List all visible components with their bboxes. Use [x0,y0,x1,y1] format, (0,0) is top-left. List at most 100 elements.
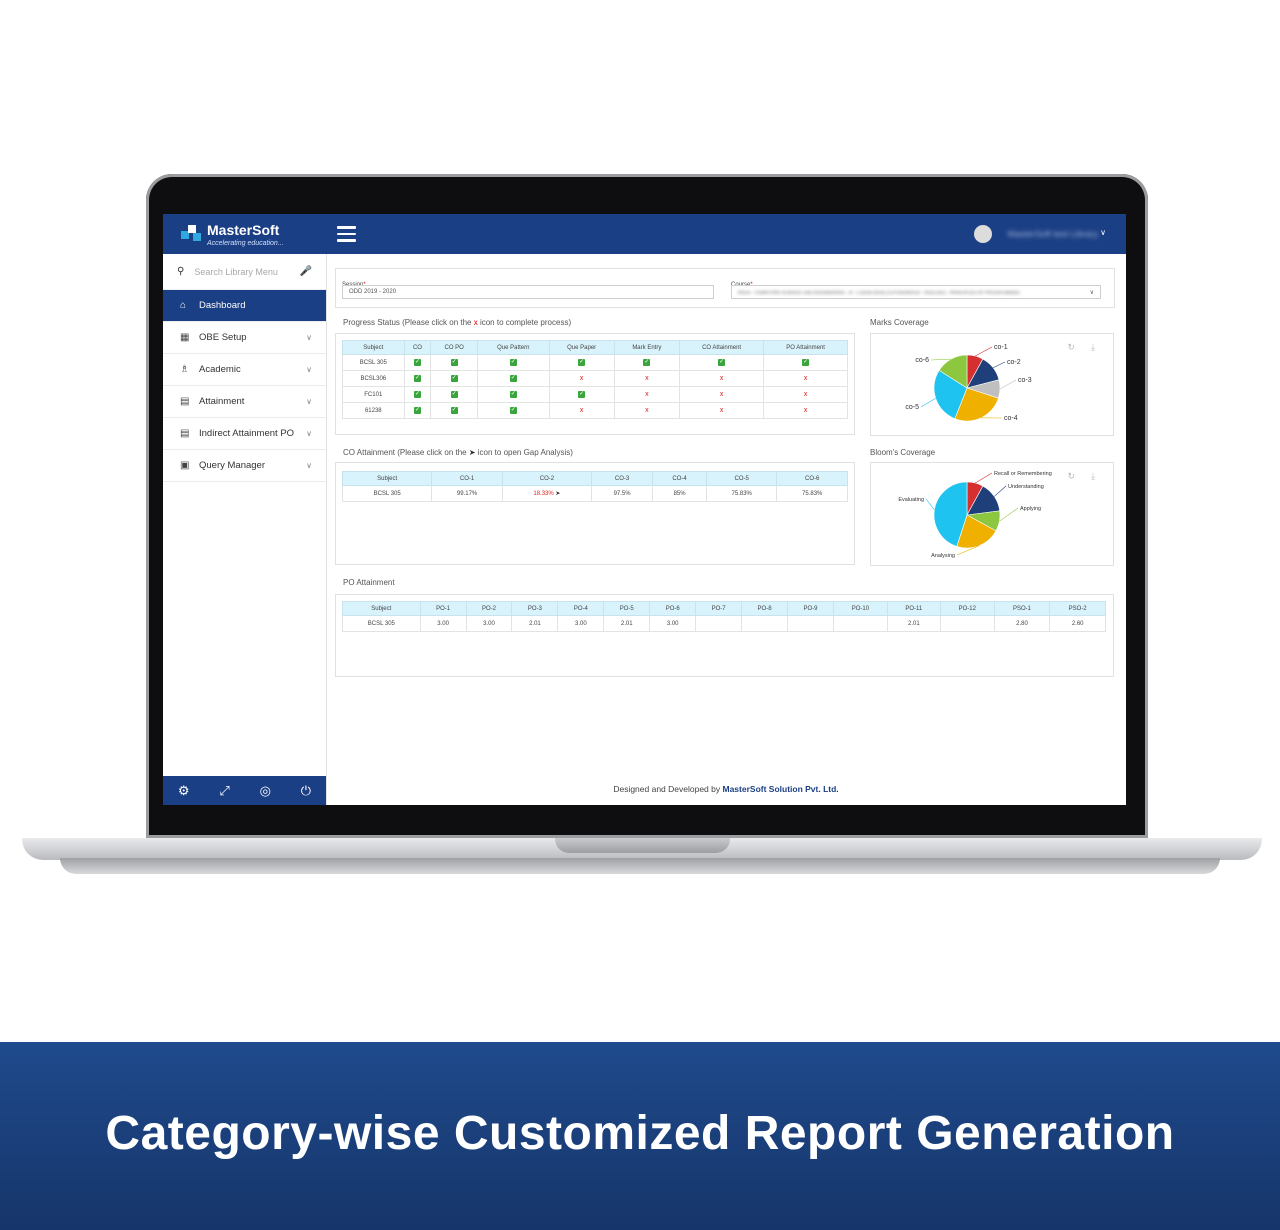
pie-leader-line [975,472,993,484]
cross-icon[interactable]: x [579,375,584,382]
pie-label: co-3 [1018,377,1032,384]
check-icon: ✓ [450,375,458,382]
pie-leader-line [994,485,1007,497]
column-header: Subject [342,340,405,355]
column-header: PO-5 [603,601,651,616]
search-input[interactable]: Search Library Menu [194,266,278,277]
marks-coverage-title: Marks Coverage [870,318,929,327]
course-select[interactable]: BTech - COMPUTER SCIENCE AND ENGINEERING… [731,285,1101,299]
column-header: CO-5 [705,471,778,486]
session-field[interactable]: ODD 2019 - 2020 [342,285,714,299]
cross-icon[interactable]: x [719,407,724,414]
check-icon: ✓ [450,391,458,398]
pie-leader-line [992,361,1006,369]
cross-icon[interactable]: x [645,407,649,414]
column-header: PO-7 [695,601,743,616]
pie-label: Applying [1020,506,1041,512]
column-header: Que Pattern [477,340,550,355]
status-cell[interactable]: x [548,402,615,419]
footer-prefix: Designed and Developed by [613,784,723,794]
refresh-icon[interactable]: ↻ [1067,342,1075,352]
check-icon: ✓ [643,359,651,366]
status-cell[interactable]: x [613,370,680,387]
column-header: CO-6 [776,471,848,486]
sidebar-item-dashboard[interactable]: ⌂ Dashboard [163,290,326,322]
pie-leader-line [975,346,993,357]
hamburger-menu-icon[interactable] [337,226,356,242]
co-attainment-title: CO Attainment (Please click on the ➤ ico… [343,448,573,457]
footer-company-link[interactable]: MasterSoft Solution Pvt. Ltd. [722,784,839,794]
column-header: CO-2 [501,471,592,486]
gear-icon[interactable]: ⚙ [177,782,190,798]
avatar[interactable] [974,225,992,243]
blooms-pie-chart: Recall or Remembering Understanding Applyi… [898,471,1051,559]
cross-icon[interactable]: x [719,391,724,398]
table-row: BCSL 305 99.17% 18.33% ➤ 97.5% 85% 75.83% 75.8… [341,485,848,502]
cross-icon[interactable]: x [579,407,584,414]
column-header: PO-4 [557,601,605,616]
fullscreen-icon[interactable]: ⤢ [219,782,230,798]
pie-label: co-2 [1007,359,1021,366]
sidebar-item-attainment[interactable]: ▤ Attainment ∨ [163,386,326,418]
column-header: CO-4 [652,471,707,486]
progress-title-after: icon to complete process) [477,318,572,327]
pie-slice-co-6[interactable] [938,354,968,389]
status-cell[interactable]: x [613,402,680,419]
status-cell[interactable]: x [613,386,680,403]
sidebar-item-label: Query Manager [199,460,266,471]
status-cell: ✓ [613,354,680,371]
cross-icon[interactable]: x [803,375,808,382]
sidebar-item-query-manager[interactable]: ▣ Query Manager ∨ [163,450,326,482]
column-header: CO-3 [590,471,654,486]
refresh-icon[interactable]: ↻ [1067,471,1075,481]
microphone-icon[interactable]: 🎤 [299,266,312,277]
table-row: 61238 ✓ ✓ ✓ x x x x [342,402,848,419]
column-header: PSO-2 [1049,601,1106,616]
sidebar-item-obe-setup[interactable]: ▦ OBE Setup ∨ [163,322,326,354]
progress-title-x: x [473,318,478,327]
table-row: BCSL 305 ✓ ✓ ✓ ✓ ✓ ✓ ✓ [342,354,848,371]
logo[interactable]: MasterSoft Accelerating education... [163,214,326,254]
course-value: BTech - COMPUTER SCIENCE AND ENGINEERING… [738,289,1020,295]
cross-icon[interactable]: x [645,391,649,398]
column-header: PO Attainment [763,340,848,355]
status-cell[interactable]: x [678,402,765,419]
column-header: PO-12 [939,601,995,616]
grid-icon: ▦ [180,332,190,343]
pie-slice-co-5[interactable] [933,369,968,420]
cross-icon[interactable]: x [803,391,808,398]
check-icon: ✓ [509,407,517,414]
power-icon[interactable]: ⏻ [300,782,312,798]
co-value-cell[interactable]: 18.33% ➤ [501,485,592,502]
chevron-down-icon[interactable]: ∨ [1100,228,1106,237]
download-icon[interactable]: ⤓ [1091,471,1095,481]
sidebar-item-academic[interactable]: ♗ Academic ∨ [163,354,326,386]
cross-icon[interactable]: x [719,375,724,382]
status-cell[interactable]: x [548,370,615,387]
cross-icon[interactable]: x [645,375,649,382]
po-attainment-panel: Subject PO-1 PO-2 PO-3 PO-4 PO-5 PO-6 PO-7 PO-8 P… [335,594,1114,677]
sidebar-footer: ⚙ ⤢ ◎ ⏻ [163,776,326,805]
status-cell[interactable]: x [763,370,848,387]
po-value-cell: 3.00 [419,615,467,632]
eye-slash-icon[interactable]: ◎ [259,782,271,798]
download-icon[interactable]: ⤓ [1091,342,1095,352]
status-cell[interactable]: x [763,402,848,419]
menu-search[interactable]: ⚲ Search Library Menu 🎤 [163,254,326,290]
column-header: CO [403,340,432,355]
gap-analysis-arrow-icon[interactable]: ➤ [553,491,561,497]
subject-cell: BCSL 305 [341,485,433,502]
co-title-after: icon to open Gap Analysis) [475,448,573,457]
sidebar-item-indirect-attainment-po[interactable]: ▤ Indirect Attainment PO ∨ [163,418,326,450]
status-cell: ✓ [430,402,478,419]
cross-icon[interactable]: x [803,407,808,414]
status-cell[interactable]: x [678,370,765,387]
status-cell[interactable]: x [678,386,765,403]
status-cell[interactable]: x [763,386,848,403]
check-icon: ✓ [413,391,421,398]
user-name[interactable]: MasterSoft test Library [1007,229,1098,239]
co-value-cell: 75.83% [705,485,778,502]
column-header: PO-8 [741,601,788,616]
check-icon: ✓ [450,359,458,366]
blooms-coverage-panel: ↻ ⤓ Recall or Remembering Understanding Ap… [870,462,1114,566]
